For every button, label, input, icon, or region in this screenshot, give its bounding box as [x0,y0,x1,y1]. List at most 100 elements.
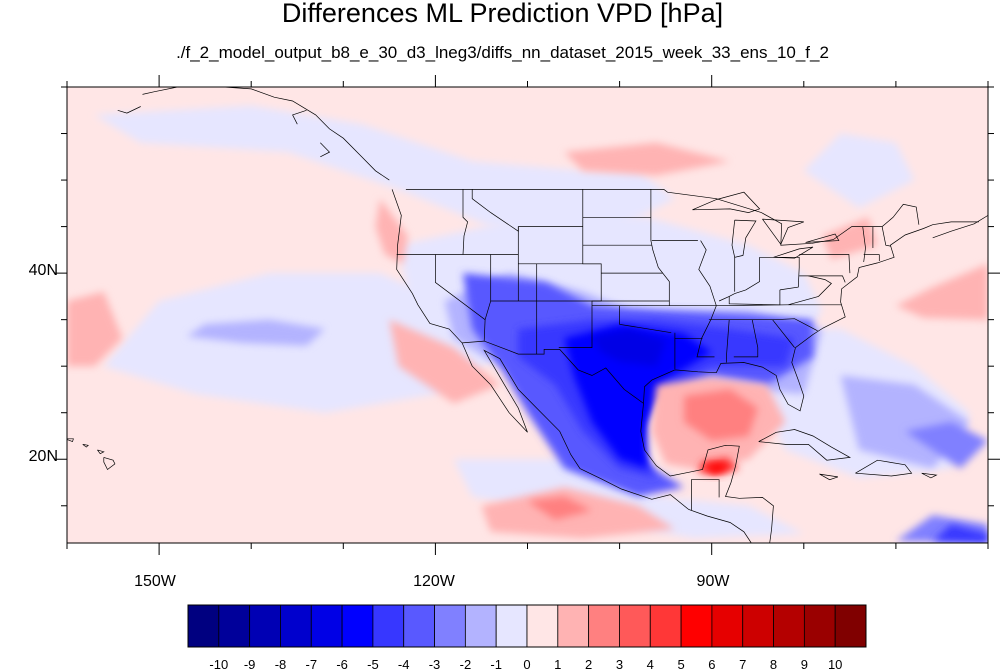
field-contour-region [707,463,729,474]
y-tick-label: 20N [29,448,58,465]
colorbar-frame [187,604,867,648]
colorbar-swatch [403,604,435,648]
coastline-boundary [292,109,307,125]
colorbar-swatch [711,604,744,648]
map-panel [55,75,1000,555]
coastline-boundary [405,189,920,246]
coastline-boundary [773,246,814,259]
colorbar-swatch [588,604,620,648]
colorbar-swatch [619,604,651,648]
colorbar-swatch [372,604,405,648]
colorbar-swatch [249,604,281,648]
colorbar-swatch [803,604,836,648]
coastline-boundary [772,319,795,348]
colorbar-tick-label: 0 [523,657,530,672]
colorbar-tick-label: -8 [275,657,287,672]
field-contour-region [592,329,666,367]
coastline-boundary [320,142,331,158]
field-contour-region [803,133,915,208]
colorbar-swatch [649,604,682,648]
colorbar-tick-label: 10 [828,657,842,672]
coastline-layer [67,87,988,543]
coastline-boundary [691,479,720,511]
colorbar: -10 -9 -8 -7 -6 -5 -4 -3 -2 -1 0 1 2 3 4 5 6 7 8 9 10 [187,604,867,672]
x-tick-label: 150W [134,573,177,590]
coastline-boundary [97,449,105,455]
coastline-boundary [692,191,761,213]
x-tick-label: 120W [413,573,456,590]
field-contour-region [527,496,592,520]
field-contour-region [67,291,123,367]
colorbar-tick-label: 8 [770,657,777,672]
colorbar-tick-label: 2 [585,657,592,672]
coastline-boundary [435,254,486,320]
coastline-boundary [805,233,840,243]
colorbar-tick-label: -5 [367,657,379,672]
colorbar-swatch [680,604,713,648]
coastline-boundary [758,429,852,461]
coastline-boundary [462,340,644,404]
coastline-boundary [932,215,988,239]
coastline-boundary [462,189,468,255]
colorbar-swatch [773,604,805,648]
colorbar-swatch [834,604,867,648]
colorbar-tick-label: -4 [398,657,410,672]
colorbar-tick-label: -7 [306,657,318,672]
x-tick-label: 90W [697,573,731,590]
colorbar-swatch [280,604,312,648]
coastline-boundary [762,218,804,245]
field-contour-region [932,524,988,543]
field-contour-region [94,105,675,236]
field-contour-region [684,389,758,441]
colorbar-swatch [742,604,774,648]
field-contour-region [895,263,988,320]
colorbar-tick-label: 1 [554,657,561,672]
coastline-boundary [881,226,891,247]
colorbar-swatch [187,604,220,648]
colorbar-tick-label: -1 [490,657,502,672]
page-subtitle: ./f_2_model_output_b8_e_30_d3_lneg3/diff… [176,43,829,62]
colorbar-tick-label: 3 [616,657,623,672]
coastline-boundary [103,457,116,471]
colorbar-tick-label: -3 [429,657,441,672]
coastline-boundary [799,275,846,283]
field-contour-region [564,142,731,176]
colorbar-swatch [557,604,590,648]
coastline-boundary [728,289,781,306]
coastline-boundary [726,319,730,363]
coastline-boundary [142,87,390,181]
colorbar-swatch [310,604,343,648]
axis-ticks [55,75,1000,555]
colorbar-tick-label: 7 [739,657,746,672]
field-contour-region [905,422,988,469]
coastline-boundary [718,257,760,302]
coastline-boundary [731,219,757,258]
coastline-boundary [788,275,832,306]
coastline-boundary [799,254,851,274]
colorbar-swatch [495,604,528,648]
coastline-boundary [819,473,839,481]
colorbar-swatch [341,604,374,648]
colorbar-tick-label: -9 [244,657,256,672]
colorbar-swatch [434,604,466,648]
coastline-boundary [759,256,800,291]
coastline-boundary [708,318,818,332]
coastline-boundary [483,254,492,342]
colorbar-tick-label: -6 [336,657,348,672]
colorbar-tick-label: 6 [708,657,715,672]
colorbar-tick-label: -2 [460,657,472,672]
coastline-boundary [650,189,670,306]
coastline-boundary [640,403,774,543]
colorbar-swatch [464,604,497,648]
field-contour-region [186,319,325,346]
colorbar-tick-label: 5 [677,657,684,672]
field-contour-region [375,198,408,264]
x-tick-label-150w: 150W [134,573,177,590]
coastline-boundary [117,106,141,114]
colorbar-tick-label: 9 [801,657,808,672]
colorbar-swatch [218,604,251,648]
coastline-boundary [862,226,866,263]
coastline-boundary [696,240,717,358]
colorbar-swatch [526,604,559,648]
